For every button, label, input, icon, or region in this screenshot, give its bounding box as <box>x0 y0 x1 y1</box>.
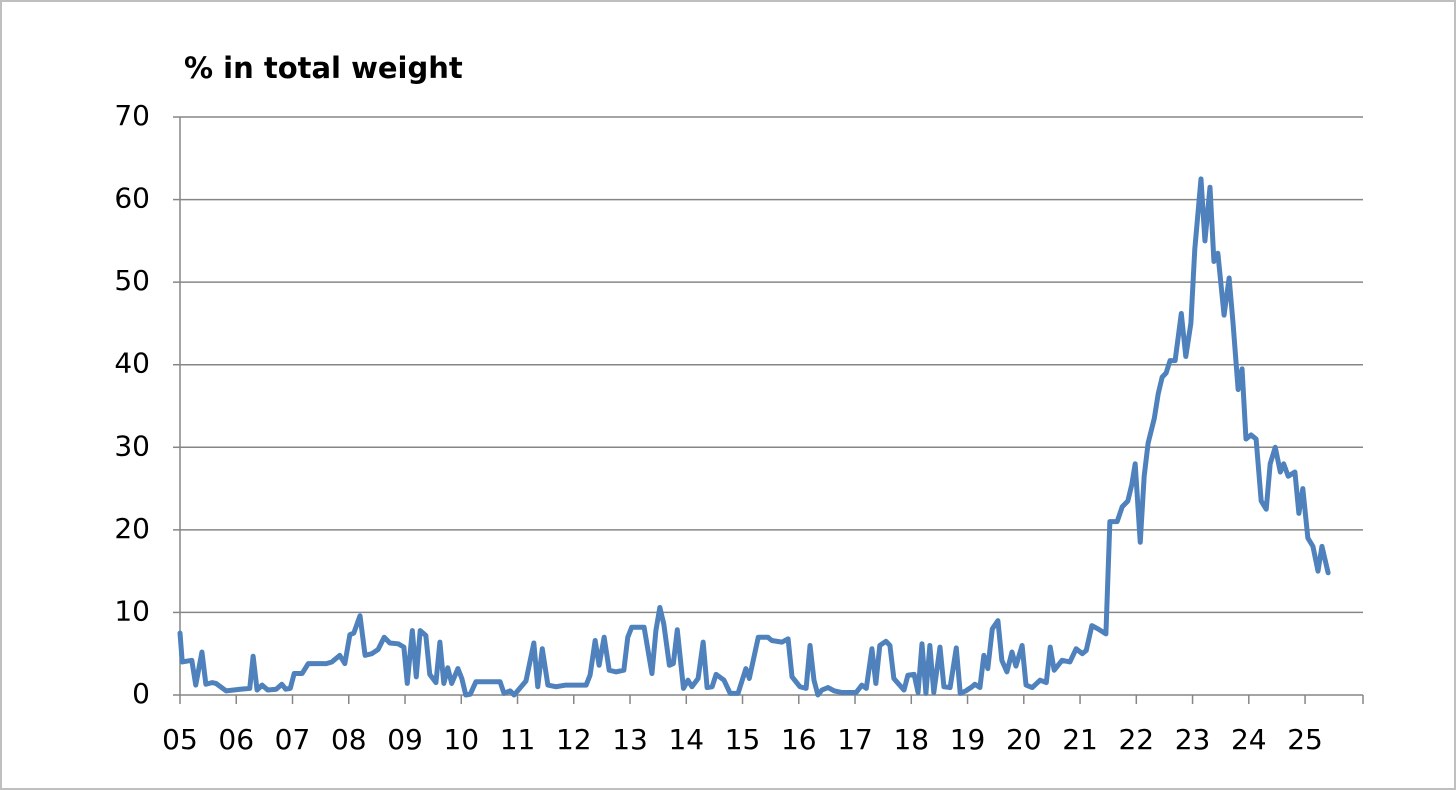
x-tick-label: 17 <box>837 723 873 756</box>
x-tick-label: 10 <box>443 723 479 756</box>
x-tick-label: 23 <box>1175 723 1211 756</box>
x-tick-label: 06 <box>218 723 254 756</box>
y-tick-label: 30 <box>114 429 150 462</box>
chart-title: % in total weight <box>184 51 463 85</box>
x-tick-label: 20 <box>1006 723 1042 756</box>
x-tick-label: 05 <box>162 723 198 756</box>
y-tick-label: 70 <box>114 99 150 132</box>
x-tick-label: 19 <box>950 723 986 756</box>
y-tick-label: 0 <box>132 677 150 710</box>
x-tick-label: 16 <box>781 723 817 756</box>
x-tick-label: 25 <box>1287 723 1323 756</box>
x-tick-label: 11 <box>500 723 536 756</box>
y-tick-label: 60 <box>114 182 150 215</box>
x-tick-label: 15 <box>725 723 761 756</box>
x-tick-label: 08 <box>331 723 367 756</box>
x-tick-label: 22 <box>1118 723 1154 756</box>
x-tick-label: 12 <box>556 723 592 756</box>
y-tick-label: 50 <box>114 264 150 297</box>
y-tick-label: 20 <box>114 512 150 545</box>
x-tick-label: 24 <box>1231 723 1267 756</box>
x-tick-label: 13 <box>612 723 648 756</box>
y-tick-label: 10 <box>114 594 150 627</box>
x-tick-label: 14 <box>668 723 704 756</box>
x-tick-label: 21 <box>1062 723 1098 756</box>
x-tick-label: 18 <box>893 723 929 756</box>
y-tick-label: 40 <box>114 347 150 380</box>
x-tick-label: 09 <box>387 723 423 756</box>
data-line <box>177 176 1331 698</box>
x-tick-label: 07 <box>275 723 311 756</box>
